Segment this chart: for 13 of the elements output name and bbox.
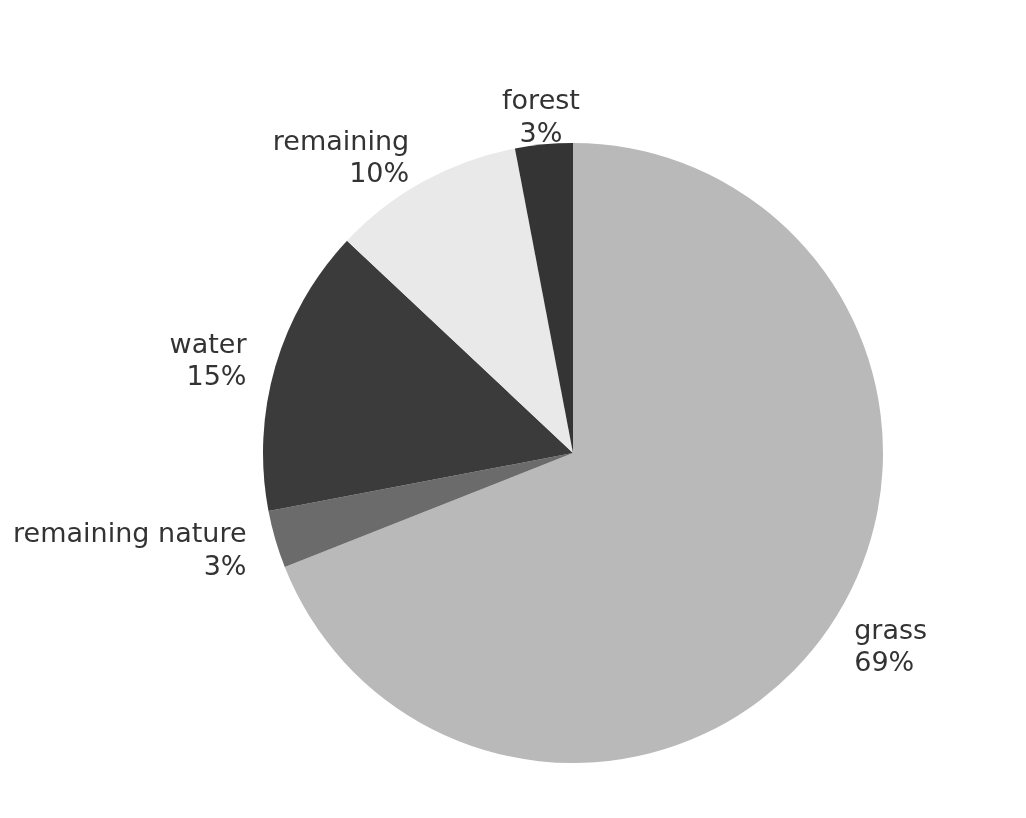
slice-label: forest [502,84,580,116]
slice-label: water [169,327,248,359]
data-label: 3% [519,116,563,148]
pie-slice [514,143,573,453]
slice-label: grass [854,613,928,645]
data-label: 10% [349,157,410,189]
slice-label: remaining nature [13,517,247,549]
slice-label: remaining [272,124,410,156]
data-label: 69% [854,646,915,678]
pie-slice [263,240,573,512]
pie-slice [268,453,573,568]
data-label: 3% [203,549,247,581]
data-label: 15% [186,360,247,392]
